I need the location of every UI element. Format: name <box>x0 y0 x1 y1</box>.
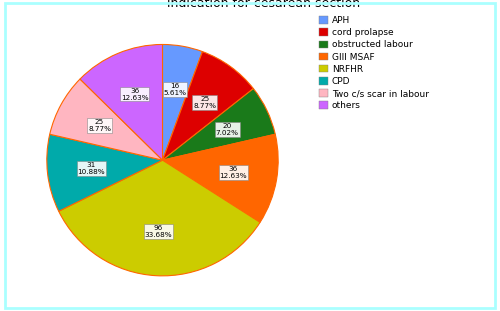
Wedge shape <box>50 79 162 160</box>
Wedge shape <box>162 89 276 160</box>
Wedge shape <box>162 134 278 222</box>
Wedge shape <box>162 44 202 160</box>
Text: 20
7.02%: 20 7.02% <box>216 123 238 136</box>
Legend: APH, cord prolapse, obstructed labour, GlII MSAF, NRFHR, CPD, Two c/s scar in la: APH, cord prolapse, obstructed labour, G… <box>318 14 430 112</box>
Text: 36
12.63%: 36 12.63% <box>121 87 148 100</box>
Text: 36
12.63%: 36 12.63% <box>220 166 247 179</box>
Wedge shape <box>80 44 162 160</box>
Title: indication for cesarean section: indication for cesarean section <box>167 0 360 10</box>
Text: 96
33.68%: 96 33.68% <box>144 225 172 238</box>
Text: 25
8.77%: 25 8.77% <box>193 96 216 109</box>
Text: 16
5.61%: 16 5.61% <box>164 83 186 96</box>
Text: 31
10.88%: 31 10.88% <box>78 162 105 175</box>
Wedge shape <box>47 134 162 211</box>
Wedge shape <box>58 160 260 276</box>
Wedge shape <box>162 52 254 160</box>
Text: 25
8.77%: 25 8.77% <box>88 119 111 132</box>
